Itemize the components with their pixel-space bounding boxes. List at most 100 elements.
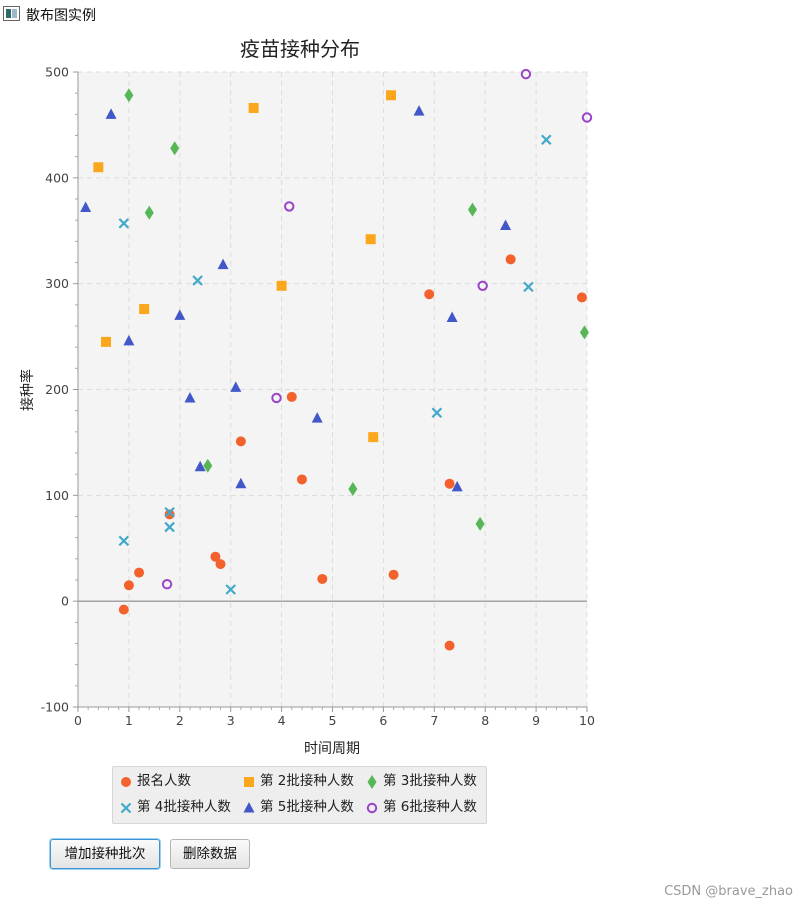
series-2 xyxy=(93,90,397,443)
data-point xyxy=(276,280,287,291)
data-point xyxy=(210,551,221,562)
series-1 xyxy=(118,254,587,651)
legend-symbol xyxy=(243,802,255,813)
data-point xyxy=(184,391,196,403)
legend-symbol xyxy=(120,802,132,814)
window-title: 散布图实例 xyxy=(26,8,96,24)
data-point xyxy=(105,108,117,119)
data-point xyxy=(192,275,203,286)
data-point xyxy=(164,506,175,518)
data-point xyxy=(248,102,259,113)
data-point xyxy=(581,112,593,123)
data-point xyxy=(235,477,247,489)
x-tick-label: 1 xyxy=(125,713,133,728)
data-point xyxy=(311,412,323,423)
x-tick-label: 2 xyxy=(176,713,184,728)
x-tick-label: 5 xyxy=(329,713,337,728)
data-point xyxy=(164,509,175,520)
x-stroke xyxy=(431,407,443,419)
data-point xyxy=(296,474,307,485)
data-point xyxy=(230,381,242,392)
data-point xyxy=(541,134,552,146)
legend-marker xyxy=(366,802,378,814)
data-point xyxy=(451,480,463,492)
data-point xyxy=(576,292,587,303)
x-stroke xyxy=(164,521,175,533)
data-point xyxy=(413,105,425,116)
legend-marker xyxy=(121,777,131,787)
data-point xyxy=(386,90,397,101)
data-point xyxy=(286,391,297,402)
x-tick-label: 6 xyxy=(379,713,387,728)
scatter-chart: 0 1 2 3 4 5 6 7 8 9 10 -100 0 100 200 300 400 500 疫苗接种分布时间… xyxy=(19,37,595,757)
chart-legend: 报名人数 第 2批接种人数 第 3批接种人数第 4批接种人数 第 5批接种人数 第 6批… xyxy=(112,766,487,824)
series-3 xyxy=(124,88,589,531)
data-point xyxy=(424,289,435,300)
x-stroke xyxy=(120,802,132,814)
data-point xyxy=(520,68,532,80)
add-vaccination-batch-button[interactable]: 增加接种批次 xyxy=(50,839,160,869)
data-point xyxy=(80,201,92,212)
series-4 xyxy=(118,134,552,595)
data-point xyxy=(475,516,485,531)
legend-label: 第 5批接种人数 xyxy=(260,799,354,815)
legend-label: 第 4批接种人数 xyxy=(137,799,231,815)
data-point xyxy=(368,432,379,443)
legend-marker xyxy=(244,777,254,787)
series-5 xyxy=(80,105,512,492)
data-point xyxy=(388,569,399,580)
data-point xyxy=(431,407,443,419)
y-tick-label: 100 xyxy=(45,488,69,503)
legend-label: 第 2批接种人数 xyxy=(260,773,354,789)
chart-title: 疫苗接种分布 xyxy=(240,37,360,61)
data-point xyxy=(523,281,534,293)
legend-symbol xyxy=(367,775,377,789)
x-stroke xyxy=(118,535,130,547)
x-tick-label: 0 xyxy=(74,713,82,728)
data-point xyxy=(134,567,145,578)
legend-marker xyxy=(120,802,132,814)
data-point xyxy=(123,334,135,346)
data-point xyxy=(235,436,246,447)
y-axis-label: 接种率 xyxy=(19,369,36,411)
x-stroke xyxy=(164,506,175,518)
x-tick-label: 3 xyxy=(227,713,235,728)
x-axis-label: 时间周期 xyxy=(304,741,360,757)
legend-label: 报名人数 xyxy=(137,773,191,789)
x-stroke xyxy=(523,281,534,293)
data-point xyxy=(118,218,130,229)
data-point xyxy=(446,311,458,323)
data-point xyxy=(100,336,111,347)
y-tick-label: 300 xyxy=(45,276,69,291)
data-point xyxy=(203,458,213,473)
data-point xyxy=(467,202,477,217)
data-point xyxy=(118,535,130,547)
data-point xyxy=(225,584,236,595)
data-point xyxy=(500,219,512,230)
y-tick-label: 400 xyxy=(45,170,69,185)
data-point xyxy=(348,481,358,496)
title-bar: 散布图实例 xyxy=(0,0,807,28)
x-tick-label: 8 xyxy=(481,713,489,728)
legend-marker xyxy=(367,775,377,789)
legend-symbol xyxy=(244,777,254,787)
legend-label: 第 6批接种人数 xyxy=(383,799,477,815)
data-point xyxy=(144,205,154,220)
data-point xyxy=(271,392,282,404)
data-point xyxy=(139,304,150,315)
x-stroke xyxy=(192,275,203,286)
y-tick-label: 0 xyxy=(61,594,69,609)
data-point xyxy=(284,201,295,212)
delete-data-button[interactable]: 删除数据 xyxy=(170,839,250,869)
legend-label: 第 3批接种人数 xyxy=(383,773,477,789)
data-point xyxy=(505,254,516,265)
series-6 xyxy=(161,68,593,590)
x-stroke xyxy=(118,218,130,229)
x-tick-label: 9 xyxy=(532,713,540,728)
legend-symbol xyxy=(121,777,131,787)
data-point xyxy=(123,580,134,591)
x-stroke xyxy=(225,584,236,595)
legend-marker xyxy=(243,802,255,813)
data-point xyxy=(579,325,589,340)
data-point xyxy=(170,141,180,156)
